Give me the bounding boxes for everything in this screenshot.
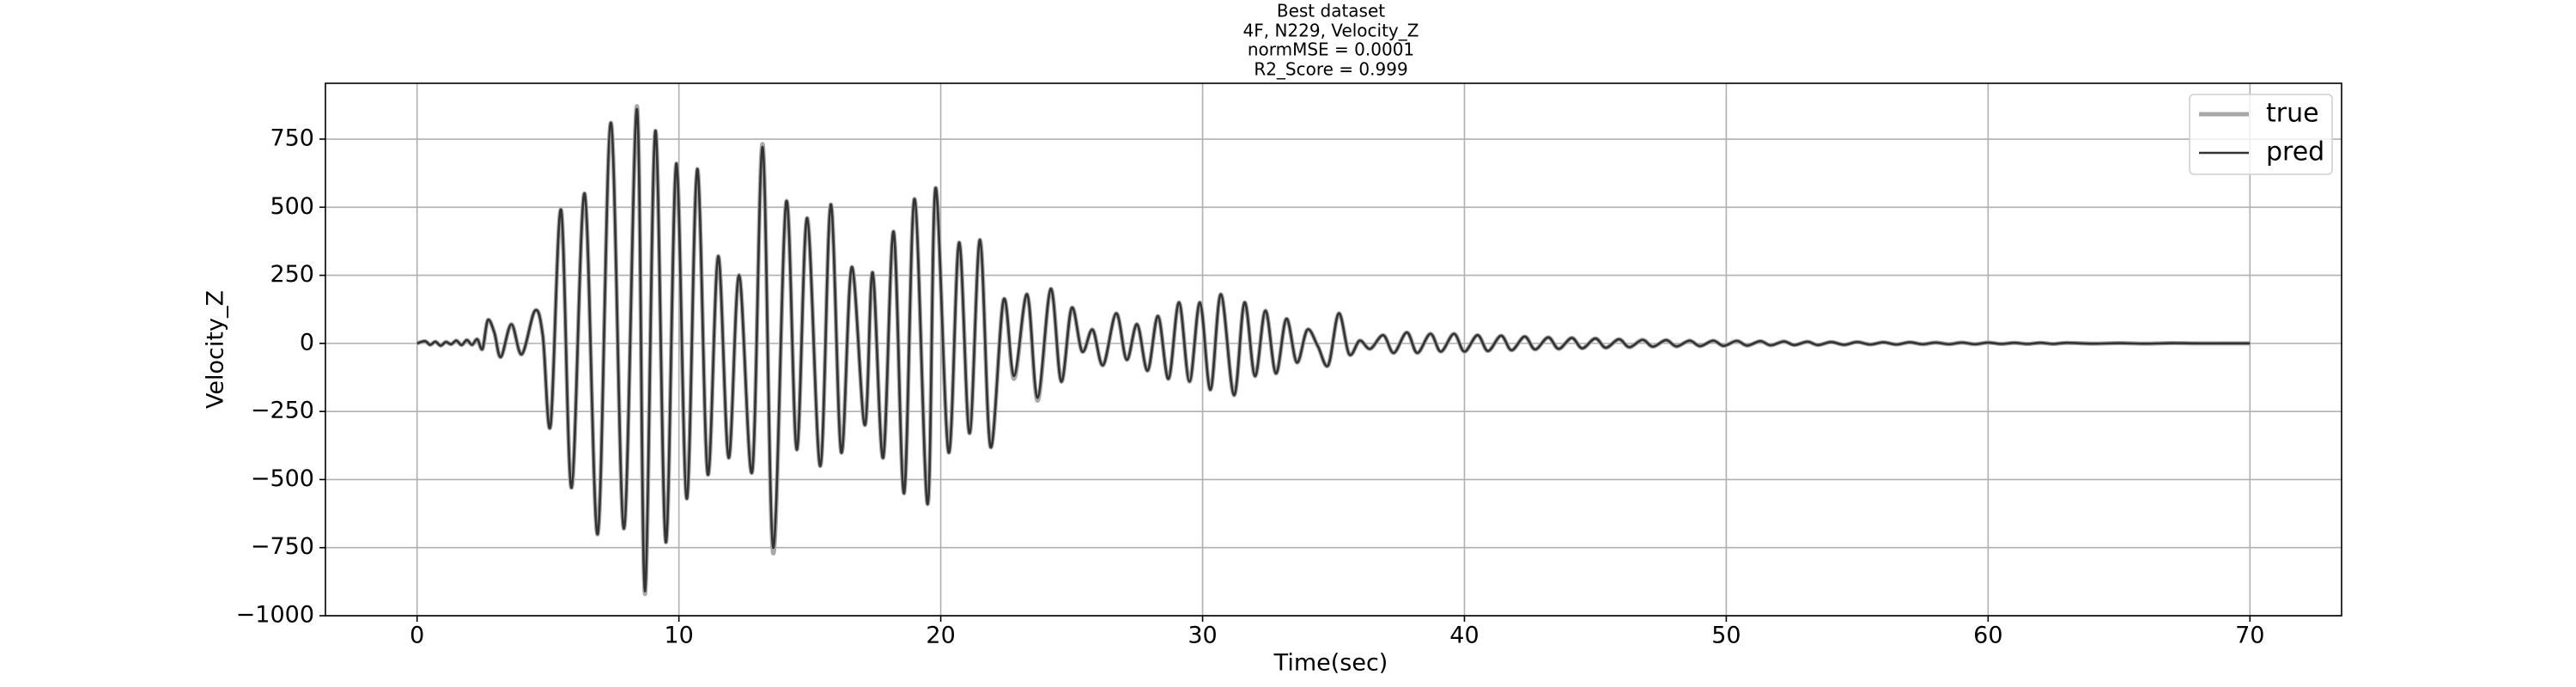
chart-title: normMSE = 0.0001 bbox=[1248, 40, 1414, 60]
y-tick-label: −1000 bbox=[236, 602, 314, 629]
x-tick-label: 70 bbox=[2235, 623, 2264, 649]
x-tick-label: 40 bbox=[1449, 623, 1479, 649]
y-tick-label: 500 bbox=[270, 193, 314, 220]
legend-label: true bbox=[2266, 99, 2319, 129]
line-series bbox=[416, 107, 2251, 593]
y-tick-label: −250 bbox=[251, 398, 314, 424]
x-tick-label: 0 bbox=[410, 623, 424, 649]
legend-label: pred bbox=[2266, 137, 2324, 167]
y-axis-label: Velocity_Z bbox=[203, 290, 229, 409]
chart-title: Best dataset bbox=[1277, 1, 1385, 21]
y-tick-label: 250 bbox=[270, 261, 314, 288]
x-tick-label: 10 bbox=[664, 623, 693, 649]
y-tick-label: −500 bbox=[251, 465, 314, 492]
x-axis-label: Time(sec) bbox=[1273, 650, 1388, 677]
y-tick-label: 750 bbox=[270, 125, 314, 152]
x-tick-label: 30 bbox=[1188, 623, 1217, 649]
x-tick-label: 20 bbox=[926, 623, 955, 649]
plot-frame bbox=[325, 82, 2342, 617]
y-tick-label: 0 bbox=[300, 329, 314, 356]
chart-title: 4F, N229, Velocity_Z bbox=[1243, 21, 1419, 41]
chart-title: R2_Score = 0.999 bbox=[1254, 59, 1407, 80]
legend: true pred bbox=[2189, 94, 2333, 175]
x-tick-label: 50 bbox=[1711, 623, 1741, 649]
y-tick-label: −750 bbox=[251, 533, 314, 560]
x-tick-label: 60 bbox=[1973, 623, 2002, 649]
